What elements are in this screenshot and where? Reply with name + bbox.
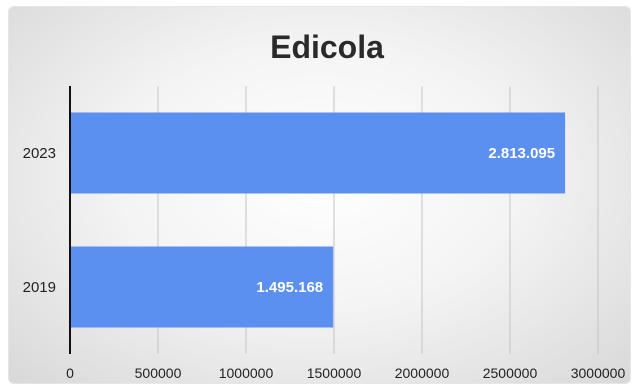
y-tick-labels: 2023 2019	[23, 145, 56, 296]
data-label-2019: 1.495.168	[256, 279, 323, 296]
chart-title: Edicola	[270, 29, 384, 65]
x-tick-label: 2500000	[483, 365, 538, 381]
data-label-2023: 2.813.095	[488, 145, 555, 162]
x-tick-label: 1500000	[307, 365, 362, 381]
x-tick-label: 500000	[135, 365, 182, 381]
x-tick-labels: 0 500000 1000000 1500000 2000000 2500000 30000…	[66, 365, 625, 381]
x-tick-label: 2000000	[395, 365, 450, 381]
y-tick-label: 2019	[23, 279, 56, 296]
y-tick-label: 2023	[23, 145, 56, 162]
bars: 2.813.095 1.495.168	[70, 112, 566, 328]
x-tick-label: 3000000	[571, 365, 626, 381]
bar-2019	[70, 246, 334, 328]
bar-2023	[70, 112, 566, 194]
x-tick-label: 0	[66, 365, 74, 381]
x-tick-label: 1000000	[219, 365, 274, 381]
